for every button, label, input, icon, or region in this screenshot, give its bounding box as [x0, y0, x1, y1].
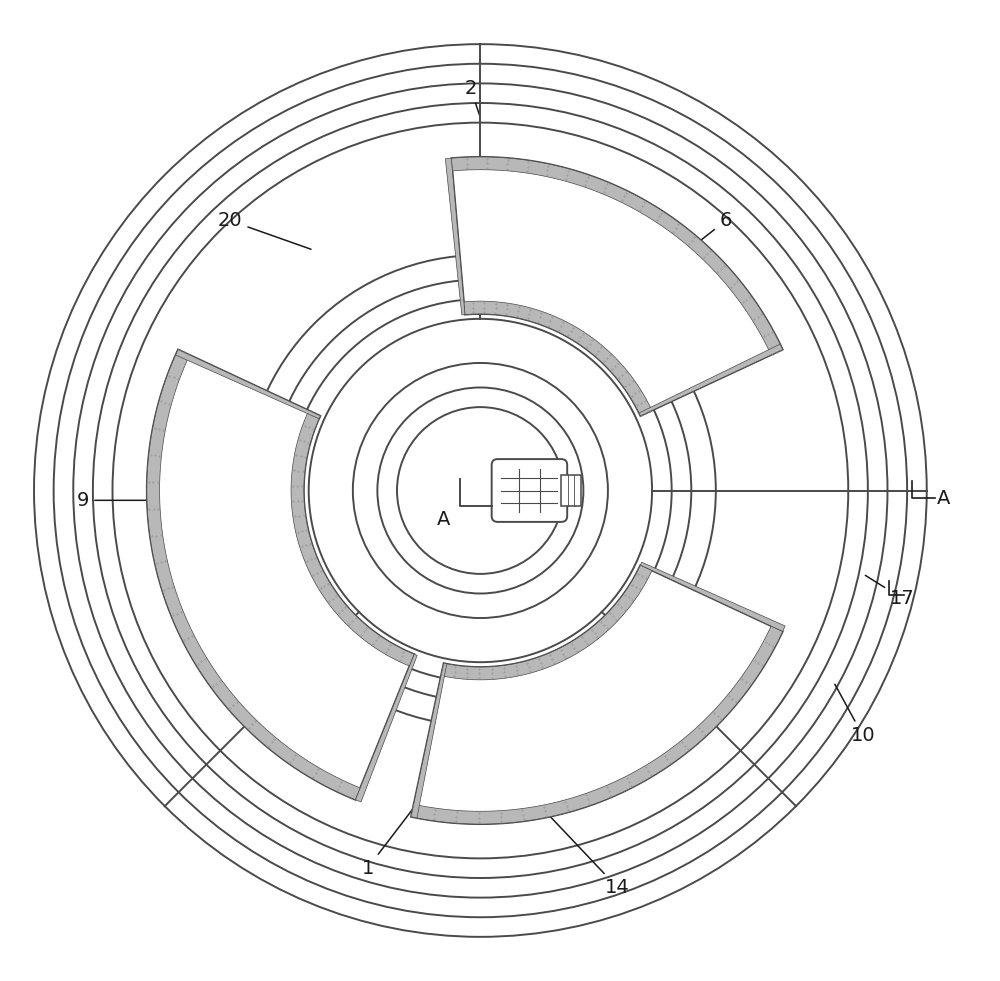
Polygon shape	[176, 349, 320, 419]
Polygon shape	[411, 565, 783, 824]
Text: 9: 9	[77, 490, 178, 510]
Polygon shape	[451, 157, 783, 416]
Text: 10: 10	[835, 684, 875, 746]
Bar	[561, 475, 581, 506]
Polygon shape	[147, 349, 360, 800]
Polygon shape	[411, 626, 783, 824]
Polygon shape	[441, 565, 652, 680]
Text: 6: 6	[659, 211, 732, 273]
Text: A: A	[437, 510, 450, 530]
Text: 2: 2	[464, 78, 480, 115]
Polygon shape	[445, 158, 465, 315]
Text: 1: 1	[361, 787, 430, 878]
Polygon shape	[355, 654, 417, 801]
Polygon shape	[640, 562, 785, 632]
FancyBboxPatch shape	[492, 459, 567, 522]
Polygon shape	[639, 344, 783, 416]
Text: 14: 14	[531, 797, 630, 898]
Polygon shape	[464, 301, 652, 416]
Text: 20: 20	[218, 211, 311, 249]
Polygon shape	[451, 157, 783, 355]
Text: A: A	[937, 489, 950, 508]
Polygon shape	[291, 410, 414, 666]
Text: 17: 17	[865, 575, 915, 608]
Polygon shape	[411, 663, 447, 818]
Polygon shape	[147, 349, 414, 800]
